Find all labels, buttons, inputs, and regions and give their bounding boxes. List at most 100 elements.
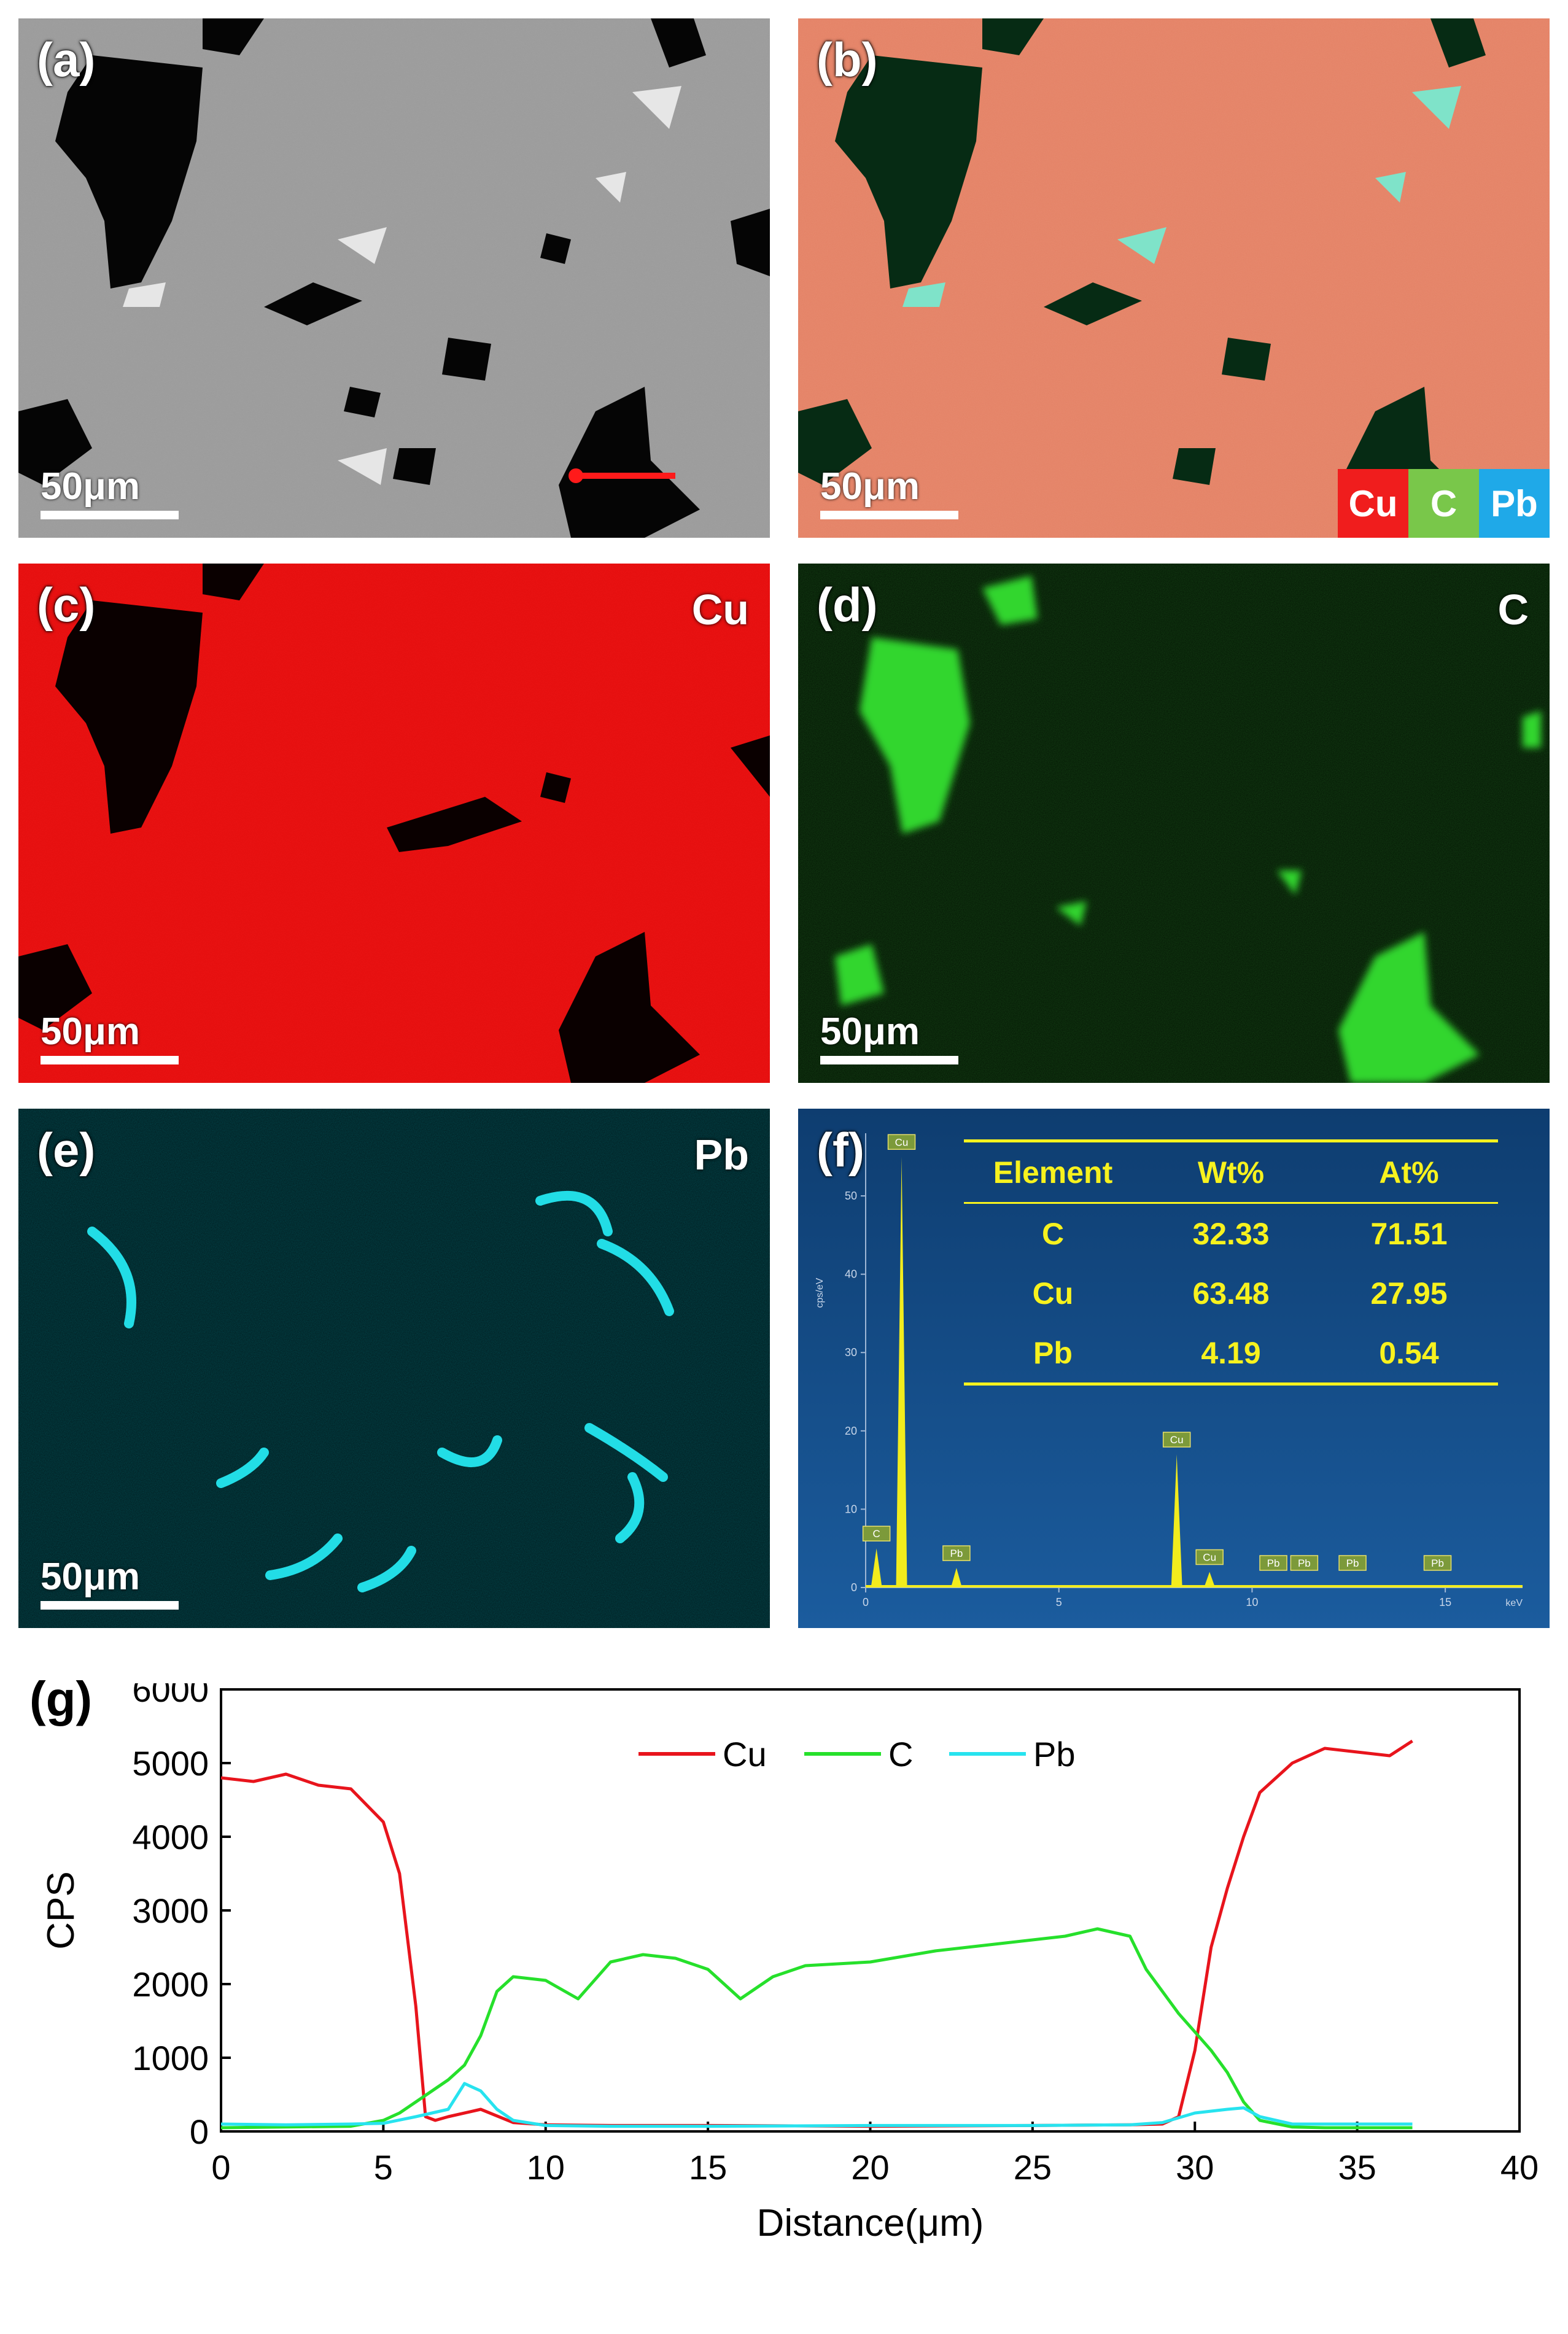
table-row: Cu 63.48 27.95	[964, 1263, 1498, 1323]
peak-label: Cu	[895, 1136, 909, 1148]
scale-bar-text: 50μm	[820, 465, 920, 508]
peak-label-box	[1259, 1555, 1287, 1571]
sem-image-graphic	[18, 18, 770, 538]
overlay-map-graphic	[798, 18, 1550, 538]
panel-label: (a)	[37, 33, 96, 87]
peak-label: Cu	[1203, 1551, 1216, 1563]
table-bottom-rule	[964, 1382, 1498, 1386]
spectrum-peak	[896, 1157, 907, 1588]
element-label: C	[1497, 586, 1529, 634]
x-tick-label: 30	[1176, 2148, 1214, 2187]
legend-label-pb: Pb	[1033, 1735, 1076, 1774]
c-map-graphic	[798, 564, 1550, 1083]
series-line-c	[220, 1927, 1413, 2130]
panel-d-c-map: (d) C 50μm	[798, 564, 1550, 1083]
scale-bar-text: 50μm	[41, 1556, 141, 1598]
table-header: At%	[1379, 1155, 1439, 1190]
y-axis-title: CPS	[40, 1871, 82, 1949]
table-cell: 0.54	[1379, 1335, 1439, 1370]
series-line-cu	[220, 1739, 1413, 2128]
element-label: Pb	[694, 1131, 749, 1179]
panel-label: (f)	[817, 1123, 864, 1177]
scale-bar-text: 50μm	[820, 1010, 920, 1053]
peak-label-box	[1338, 1555, 1367, 1571]
peak-label: C	[872, 1528, 880, 1540]
x-tick-label: 20	[851, 2148, 889, 2187]
peak-label: Pb	[1298, 1557, 1311, 1569]
table-cell: 71.51	[1370, 1216, 1448, 1251]
table-cell: 4.19	[1201, 1335, 1261, 1370]
scale-bar-line	[820, 511, 958, 519]
panel-label: (e)	[37, 1123, 96, 1177]
scale-bar: 50μm	[41, 1558, 179, 1610]
x-tick-label: 15	[1439, 1596, 1451, 1608]
table-header: Element	[993, 1155, 1113, 1190]
panel-e-pb-map: (e) Pb 50μm	[18, 1109, 770, 1628]
cu-map-graphic	[18, 564, 770, 1083]
scale-bar-line	[41, 511, 179, 519]
spectrum-peak	[1171, 1454, 1182, 1588]
y-tick-label: 10	[845, 1503, 857, 1515]
legend-cu: Cu	[1338, 469, 1408, 538]
table-row: C 32.33 71.51	[964, 1204, 1498, 1263]
element-color-legend: Cu C Pb	[1338, 469, 1550, 538]
x-tick-label: 15	[689, 2148, 727, 2187]
scale-bar-line	[41, 1601, 179, 1610]
scale-bar: 50μm	[820, 468, 958, 519]
legend-pb: Pb	[1479, 469, 1550, 538]
table-header: Wt%	[1197, 1155, 1265, 1190]
scale-bar-line	[820, 1056, 958, 1064]
peak-label-box	[1195, 1549, 1224, 1565]
peak-label-box	[1162, 1432, 1191, 1448]
legend-c: C	[1408, 469, 1479, 538]
scale-bar: 50μm	[41, 468, 179, 519]
panel-label: (d)	[817, 578, 878, 632]
panel-f-eds-spectrum: 0 10 20 30 40 50 0 5 10 15 keV cps/eV Cu C Pb Cu Cu Pb Pb P…	[798, 1109, 1550, 1628]
x-tick-label: 40	[1500, 2148, 1539, 2187]
x-tick-label: 5	[374, 2148, 393, 2187]
panel-label: (c)	[37, 578, 96, 632]
x-tick-label: 0	[211, 2148, 230, 2187]
y-tick-label: 50	[845, 1190, 857, 1202]
panel-c-cu-map: (c) Cu 50μm	[18, 564, 770, 1083]
y-tick-label: 5000	[132, 1744, 209, 1783]
peak-label: Cu	[1170, 1434, 1184, 1446]
y-tick-label: 3000	[132, 1891, 209, 1930]
y-tick-label: 2000	[132, 1965, 209, 2004]
x-tick-label: 5	[1056, 1596, 1062, 1608]
scale-bar-line	[41, 1056, 179, 1064]
y-tick-label: 20	[845, 1425, 857, 1437]
y-axis-title: cps/eV	[815, 1277, 825, 1308]
y-tick-label: 1000	[132, 2039, 209, 2077]
panel-label: (b)	[817, 33, 878, 87]
legend-label-cu: Cu	[723, 1735, 767, 1774]
scale-bar: 50μm	[820, 1013, 958, 1064]
y-tick-label: 4000	[132, 1818, 209, 1856]
pb-map-graphic	[18, 1109, 770, 1628]
element-label: Cu	[691, 586, 749, 634]
table-cell: Cu	[1032, 1276, 1074, 1311]
peak-label-box	[1423, 1555, 1452, 1571]
table-cell: Pb	[1033, 1335, 1073, 1370]
panel-a-sem-image: (a) 50μm	[18, 18, 770, 538]
legend-label-c: C	[888, 1735, 913, 1774]
peak-label: Pb	[1267, 1557, 1280, 1569]
line-scan-chart: 0 5 10 15 20 25 30 35 40 0 1000 2000 3000 4000 5000 600…	[40, 1683, 1539, 2244]
scale-bar: 50μm	[41, 1013, 179, 1064]
x-axis-title: keV	[1505, 1598, 1523, 1608]
x-tick-label: 25	[1014, 2148, 1052, 2187]
table-cell: C	[1041, 1216, 1065, 1251]
peak-label-box	[862, 1526, 891, 1541]
x-tick-label: 10	[527, 2148, 565, 2187]
spectrum-peak	[1204, 1572, 1216, 1588]
peak-label-box	[887, 1134, 916, 1150]
panel-label: (g)	[29, 1672, 93, 1726]
spectrum-peak	[871, 1548, 882, 1588]
peak-label: Pb	[1346, 1557, 1359, 1569]
x-tick-label: 10	[1246, 1596, 1258, 1608]
y-tick-label: 0	[190, 2112, 209, 2151]
peak-label: Pb	[1431, 1557, 1444, 1569]
peak-label-box	[942, 1545, 971, 1561]
series-line-pb	[220, 2082, 1413, 2128]
